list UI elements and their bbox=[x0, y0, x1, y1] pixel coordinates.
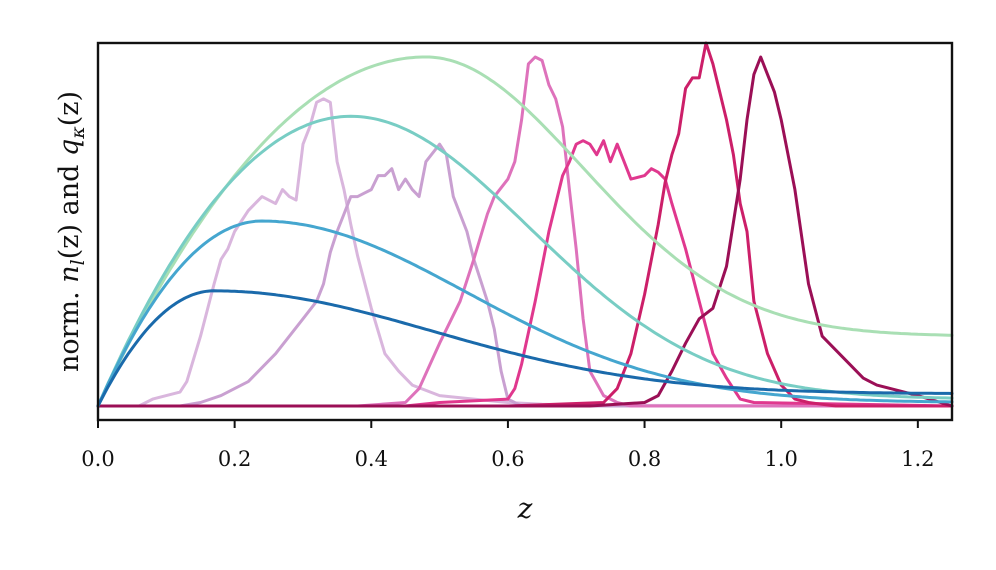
y-label-part: q bbox=[54, 139, 85, 156]
kernel-series-2 bbox=[96, 114, 954, 408]
y-label-part: κ bbox=[67, 126, 89, 140]
y-label-part: (z) bbox=[54, 91, 85, 126]
y-label-part: norm. bbox=[54, 283, 85, 372]
lens-bin-series-3 bbox=[96, 55, 954, 408]
x-tick-label: 0.6 bbox=[491, 447, 524, 471]
series-layer bbox=[96, 41, 954, 408]
lens-bin-series-6 bbox=[96, 55, 954, 408]
lens-bin-series-4 bbox=[96, 139, 954, 408]
y-label-part: l bbox=[67, 259, 89, 265]
plot-frame bbox=[96, 41, 954, 422]
y-label-part: (z) and bbox=[54, 156, 85, 259]
kernel-series-3 bbox=[96, 219, 954, 408]
x-tick-label: 0.8 bbox=[628, 447, 661, 471]
x-tick-label: 0.2 bbox=[218, 447, 251, 471]
x-tick-label: 0.0 bbox=[81, 447, 114, 471]
lens-bin-series-1 bbox=[96, 97, 954, 408]
y-axis-label: norm. nl(z) and qκ(z) bbox=[54, 91, 89, 372]
tick-layer: 0.0 0.2 0.4 0.6 0.8 1.0 1.2 bbox=[81, 420, 935, 471]
lens-bin-series-5 bbox=[96, 41, 954, 408]
lens-bin-series-2 bbox=[96, 142, 954, 408]
y-label-part: n bbox=[54, 265, 85, 282]
kernel-series-4 bbox=[96, 289, 954, 408]
kernel-series-1 bbox=[96, 55, 954, 408]
x-tick-label: 0.4 bbox=[355, 447, 388, 471]
x-tick-label: 1.0 bbox=[764, 447, 797, 471]
x-axis-label: z bbox=[517, 492, 533, 525]
x-tick-label: 1.2 bbox=[901, 447, 934, 471]
